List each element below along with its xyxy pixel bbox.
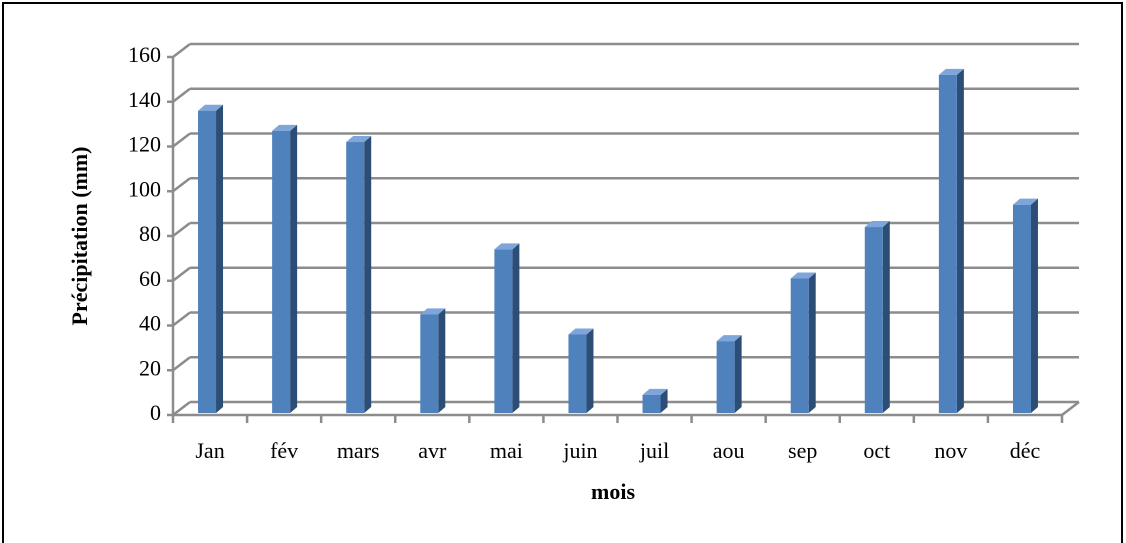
bar bbox=[272, 130, 291, 413]
bar bbox=[642, 394, 661, 413]
grid-diagonal bbox=[172, 401, 191, 416]
bar-side bbox=[808, 272, 816, 413]
bar-side bbox=[1030, 198, 1038, 413]
y-axis-label: Précipitation (mm) bbox=[67, 147, 92, 326]
x-tick-label: mars bbox=[337, 438, 380, 463]
x-tick-label: oct bbox=[863, 438, 890, 463]
bar-side bbox=[216, 104, 224, 413]
y-tick-label: 100 bbox=[128, 176, 161, 201]
bar bbox=[568, 334, 587, 413]
bar bbox=[938, 74, 957, 414]
bar bbox=[494, 249, 513, 413]
floor-right bbox=[1061, 401, 1080, 416]
bar-side bbox=[438, 308, 446, 413]
bar-top bbox=[494, 243, 520, 250]
bar bbox=[1012, 204, 1031, 413]
bar-side bbox=[882, 221, 890, 413]
bar-top bbox=[568, 328, 594, 335]
bar bbox=[346, 142, 365, 413]
bar-top bbox=[938, 68, 964, 75]
bar-top bbox=[864, 221, 890, 228]
y-tick-label: 0 bbox=[150, 400, 161, 425]
x-tick-label: juil bbox=[639, 438, 669, 463]
bar-side bbox=[660, 388, 668, 413]
x-tick-label: déc bbox=[1010, 438, 1041, 463]
bar-side bbox=[734, 335, 742, 413]
bar-top bbox=[346, 136, 372, 143]
bar-side bbox=[364, 136, 372, 413]
x-tick-label: avr bbox=[418, 438, 447, 463]
y-tick-label: 140 bbox=[128, 87, 161, 112]
y-tick-label: 60 bbox=[139, 266, 161, 291]
y-tick-label: 40 bbox=[139, 311, 161, 336]
bar-top bbox=[272, 124, 298, 131]
grid-diagonal bbox=[172, 87, 191, 103]
bar-side bbox=[512, 243, 520, 413]
x-tick-label: mai bbox=[490, 438, 523, 463]
grid-diagonal bbox=[172, 311, 191, 327]
bar-side bbox=[956, 68, 964, 414]
x-tick-label: sep bbox=[788, 438, 817, 463]
grid-diagonal bbox=[172, 43, 191, 58]
bar-top bbox=[716, 335, 742, 342]
y-tick-label: 80 bbox=[139, 221, 161, 246]
y-tick-label: 160 bbox=[128, 42, 161, 67]
x-tick-label: aou bbox=[713, 438, 745, 463]
x-tick-label: Jan bbox=[195, 438, 224, 463]
x-tick-label: nov bbox=[934, 438, 967, 463]
bar bbox=[864, 227, 883, 413]
bar bbox=[198, 110, 217, 413]
grid-diagonal bbox=[172, 177, 191, 193]
bar-top bbox=[790, 272, 816, 279]
bar bbox=[420, 314, 439, 413]
bar-top bbox=[198, 104, 224, 111]
y-tick-label: 120 bbox=[128, 132, 161, 157]
grid-diagonal bbox=[172, 356, 191, 372]
grid-diagonal bbox=[172, 222, 191, 237]
x-axis-label: mois bbox=[591, 479, 635, 504]
x-tick-label: fév bbox=[270, 438, 298, 463]
bar-top bbox=[642, 388, 668, 395]
bar-top bbox=[420, 308, 446, 315]
bar-side bbox=[290, 124, 298, 414]
bar-top bbox=[1012, 198, 1038, 205]
bar bbox=[790, 278, 809, 413]
x-tick-label: juin bbox=[562, 438, 597, 463]
y-tick-label: 20 bbox=[139, 355, 161, 380]
grid-diagonal bbox=[172, 266, 191, 282]
bar-side bbox=[586, 328, 594, 413]
grid-diagonal bbox=[172, 132, 191, 148]
bar bbox=[716, 341, 735, 413]
